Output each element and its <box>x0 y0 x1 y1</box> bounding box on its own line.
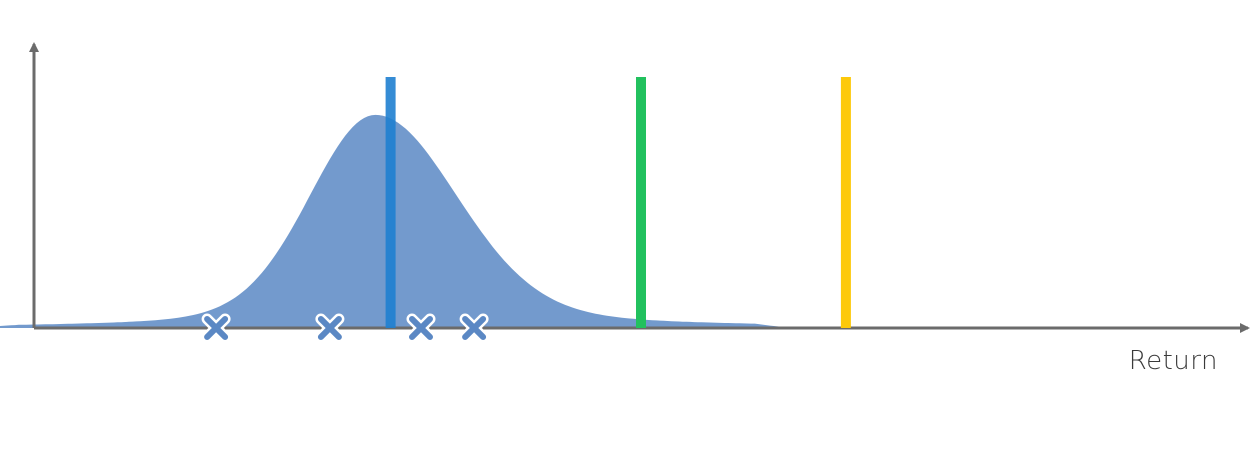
vertical-line-green <box>636 77 646 328</box>
vertical-lines <box>385 77 851 328</box>
sample-marker-1 <box>201 313 231 343</box>
sample-marker-4 <box>459 313 489 343</box>
distribution-area <box>0 114 793 328</box>
vertical-line-yellow <box>840 77 851 328</box>
distribution-layer <box>0 114 793 328</box>
sample-markers <box>201 313 489 343</box>
vertical-line-blue <box>385 77 396 328</box>
x-axis-label: Return <box>1128 346 1218 376</box>
sample-marker-3 <box>406 313 436 343</box>
sample-marker-2 <box>315 313 345 343</box>
